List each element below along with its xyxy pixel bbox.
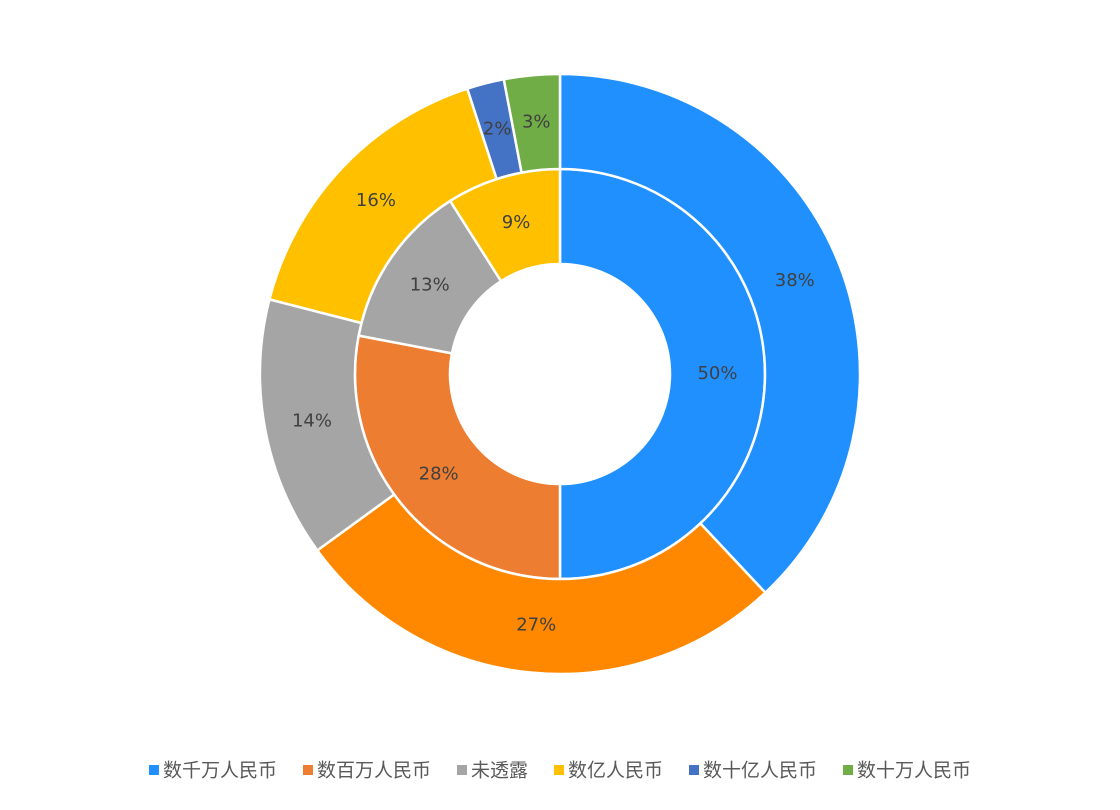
donut-slice (502, 72, 562, 175)
legend-swatch (843, 765, 854, 775)
legend-label: 数亿人民币 (568, 760, 663, 782)
legend-label: 数千万人民币 (163, 760, 277, 782)
donut-slice (315, 492, 768, 676)
legend-swatch (148, 765, 159, 775)
data-label: 9% (502, 212, 531, 233)
data-label: 50% (697, 363, 737, 384)
data-label: 27% (516, 614, 556, 635)
legend-swatch (554, 765, 564, 775)
donut-slice (558, 72, 862, 595)
data-label: 13% (410, 274, 450, 295)
data-label: 38% (775, 270, 815, 291)
data-label: 3% (522, 112, 551, 133)
data-label: 14% (292, 410, 332, 431)
data-label: 28% (419, 463, 459, 484)
legend-swatch (302, 765, 313, 775)
legend-label: 未透露 (471, 760, 528, 782)
legend-label: 数十亿人民币 (703, 760, 817, 782)
data-label: 2% (483, 118, 512, 139)
legend-swatch (689, 765, 700, 775)
data-label: 16% (356, 190, 396, 211)
legend-label: 数十万人民币 (857, 760, 971, 782)
legend-swatch (456, 765, 467, 775)
legend-label: 数百万人民币 (317, 760, 431, 782)
